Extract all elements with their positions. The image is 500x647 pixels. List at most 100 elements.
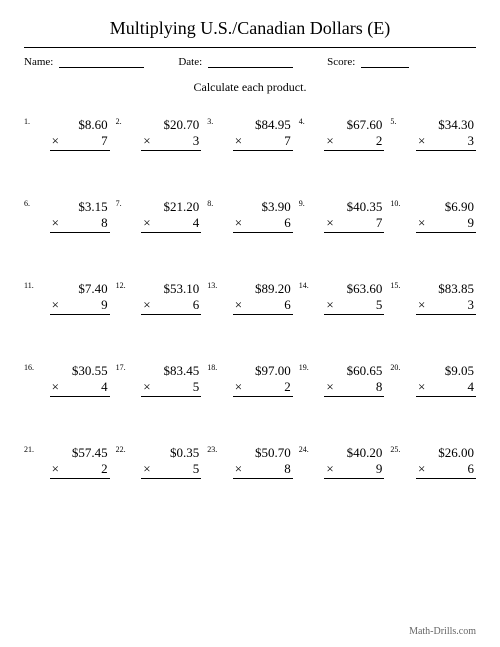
mult-sign: ×	[416, 133, 425, 149]
problem-stack: $9.05×4	[416, 363, 476, 397]
footer-credit: Math-Drills.com	[409, 626, 476, 637]
mult-sign: ×	[233, 379, 242, 395]
header-row: Name: Date: Score:	[24, 56, 476, 68]
multiplier-row: ×8	[50, 215, 110, 233]
problem-stack: $3.15×8	[50, 199, 110, 233]
multiplier: 7	[284, 133, 291, 149]
mult-sign: ×	[141, 133, 150, 149]
multiplicand: $3.15	[50, 199, 110, 215]
problem-number: 23.	[207, 445, 217, 454]
mult-sign: ×	[50, 461, 59, 477]
multiplicand: $9.05	[416, 363, 476, 379]
multiplier: 6	[193, 297, 200, 313]
problem: 13. $89.20×6	[207, 281, 293, 315]
problem-number: 18.	[207, 363, 217, 372]
problem-stack: $67.60×2	[324, 117, 384, 151]
problem-number: 25.	[390, 445, 400, 454]
problem-number: 10.	[390, 199, 400, 208]
problem-stack: $40.20×9	[324, 445, 384, 479]
problem: 19. $60.65×8	[299, 363, 385, 397]
problem: 5. $34.30× 3	[390, 117, 476, 151]
multiplicand: $34.30	[416, 117, 476, 133]
mult-sign: ×	[324, 461, 333, 477]
multiplicand: $3.90	[233, 199, 293, 215]
problem-stack: $20.70×3	[141, 117, 201, 151]
multiplicand: $67.60	[324, 117, 384, 133]
multiplier: 2	[101, 461, 108, 477]
mult-sign: ×	[233, 215, 242, 231]
multiplier-row: ×6	[233, 215, 293, 233]
problem-number: 21.	[24, 445, 34, 454]
multiplier-row: ×7	[324, 215, 384, 233]
problem: 8.$3.90×6	[207, 199, 293, 233]
multiplicand: $60.65	[324, 363, 384, 379]
multiplicand: $40.35	[324, 199, 384, 215]
mult-sign: ×	[416, 215, 425, 231]
multiplier: 3	[467, 133, 474, 149]
problem-number: 15.	[390, 281, 400, 290]
problem: 9.$40.35×7	[299, 199, 385, 233]
multiplicand: $21.20	[141, 199, 201, 215]
problem-stack: $30.55×4	[50, 363, 110, 397]
problem-stack: $63.60×5	[324, 281, 384, 315]
score-label: Score:	[327, 56, 355, 68]
mult-sign: ×	[324, 215, 333, 231]
mult-sign: ×	[324, 297, 333, 313]
multiplier-row: ×8	[324, 379, 384, 397]
problem-number: 20.	[390, 363, 400, 372]
problem-number: 3.	[207, 117, 213, 126]
mult-sign: ×	[324, 133, 333, 149]
problem: 23.$50.70×8	[207, 445, 293, 479]
problem-stack: $26.00×6	[416, 445, 476, 479]
mult-sign: ×	[50, 133, 59, 149]
multiplicand: $89.20	[233, 281, 293, 297]
multiplicand: $83.85	[416, 281, 476, 297]
multiplicand: $83.45	[141, 363, 201, 379]
multiplicand: $53.10	[141, 281, 201, 297]
multiplier: 9	[467, 215, 474, 231]
problem-number: 24.	[299, 445, 309, 454]
instruction-text: Calculate each product.	[24, 80, 476, 95]
multiplier: 8	[101, 215, 108, 231]
problem-stack: $57.45×2	[50, 445, 110, 479]
problem-number: 5.	[390, 117, 396, 126]
mult-sign: ×	[416, 297, 425, 313]
multiplier: 8	[284, 461, 291, 477]
problem: 25. $26.00×6	[390, 445, 476, 479]
problem-stack: $60.65×8	[324, 363, 384, 397]
multiplicand: $6.90	[416, 199, 476, 215]
problem-stack: $97.00×2	[233, 363, 293, 397]
problem: 21.$57.45×2	[24, 445, 110, 479]
date-blank[interactable]	[208, 56, 293, 68]
multiplicand: $20.70	[141, 117, 201, 133]
score-blank[interactable]	[361, 56, 409, 68]
problem: 3. $84.95×7	[207, 117, 293, 151]
multiplier: 7	[376, 215, 383, 231]
multiplier-row: ×9	[324, 461, 384, 479]
problem-stack: $3.90×6	[233, 199, 293, 233]
multiplier-row: ×2	[50, 461, 110, 479]
problem-number: 19.	[299, 363, 309, 372]
mult-sign: ×	[141, 461, 150, 477]
mult-sign: ×	[233, 297, 242, 313]
mult-sign: ×	[233, 461, 242, 477]
name-blank[interactable]	[59, 56, 144, 68]
multiplier-row: ×3	[416, 297, 476, 315]
multiplier-row: ×6	[233, 297, 293, 315]
multiplicand: $57.45	[50, 445, 110, 461]
multiplier: 4	[101, 379, 108, 395]
problem: 18. $97.00×2	[207, 363, 293, 397]
multiplier-row: ×3	[141, 133, 201, 151]
problem: 7.$21.20×4	[116, 199, 202, 233]
multiplier: 5	[193, 379, 200, 395]
mult-sign: ×	[50, 379, 59, 395]
multiplier-row: ×9	[416, 215, 476, 233]
multiplier-row: ×2	[233, 379, 293, 397]
problem-number: 13.	[207, 281, 217, 290]
mult-sign: ×	[50, 297, 59, 313]
multiplier-row: ×4	[416, 379, 476, 397]
multiplier-row: ×7	[50, 133, 110, 151]
mult-sign: ×	[141, 379, 150, 395]
problem: 20. $9.05×4	[390, 363, 476, 397]
problem-stack: $84.95×7	[233, 117, 293, 151]
